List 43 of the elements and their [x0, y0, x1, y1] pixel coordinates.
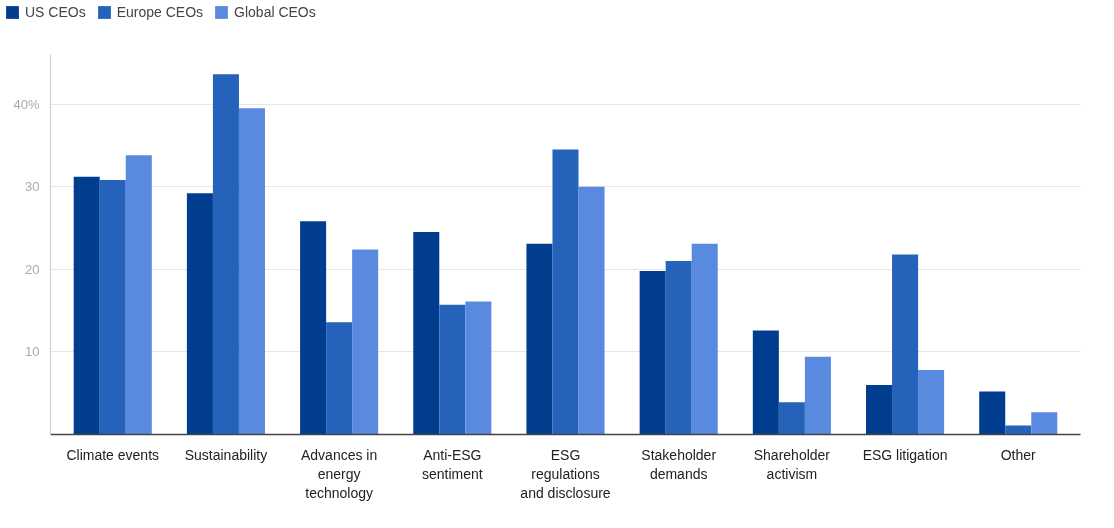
x-tick-label: Anti-ESG sentiment — [421, 446, 483, 482]
x-tick-label: Shareholder activism — [753, 446, 831, 482]
bar — [665, 261, 692, 435]
bar — [465, 301, 492, 435]
bar — [186, 193, 213, 435]
x-tick-label: ESG regulations and disclosure — [520, 446, 611, 501]
bar — [1031, 412, 1058, 435]
bar — [918, 370, 945, 435]
bar — [300, 221, 327, 435]
bar — [639, 270, 666, 435]
bar — [526, 243, 553, 435]
x-tick-label: Other — [1000, 446, 1037, 463]
x-tick-label: Sustainability — [184, 446, 268, 463]
bar — [212, 74, 239, 435]
bar — [99, 180, 126, 435]
bar — [326, 322, 353, 435]
x-tick-label: Climate events — [66, 446, 160, 463]
bar — [125, 155, 152, 435]
bar — [691, 243, 718, 435]
x-tick-label: Stakeholder demands — [641, 446, 717, 482]
bar — [439, 304, 466, 435]
y-tick-label: 10 — [25, 344, 40, 360]
legend-label: Europe CEOs — [116, 4, 204, 20]
bar — [752, 330, 779, 435]
bar — [979, 391, 1006, 435]
y-tick-label: 40% — [13, 96, 40, 112]
x-tick-label: Advances in energy technology — [300, 446, 378, 501]
bar — [552, 149, 579, 435]
bar — [238, 108, 265, 435]
bar — [866, 384, 893, 435]
bar — [892, 254, 919, 435]
bar — [413, 232, 440, 435]
legend-label: US CEOs — [25, 4, 86, 20]
bar — [778, 402, 805, 435]
bar — [352, 249, 379, 435]
y-tick-label: 30 — [25, 179, 40, 195]
bar — [1005, 425, 1032, 435]
bar — [73, 176, 100, 435]
legend-label: Global CEOs — [234, 4, 316, 20]
x-tick-label: ESG litigation — [862, 446, 948, 463]
bar — [578, 186, 605, 435]
y-tick-label: 20 — [25, 261, 40, 277]
bar — [804, 356, 831, 435]
